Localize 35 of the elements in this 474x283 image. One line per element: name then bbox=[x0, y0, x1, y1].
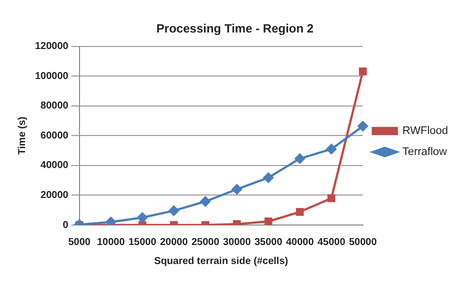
x-tick-label: 30000 bbox=[222, 236, 252, 248]
point bbox=[358, 67, 367, 76]
point bbox=[137, 212, 148, 223]
x-tick-label: 25000 bbox=[191, 236, 220, 248]
x-tick-label: 15000 bbox=[128, 236, 157, 248]
point bbox=[263, 172, 274, 183]
x-tick-label: 50000 bbox=[348, 236, 378, 248]
y-tick-label: 80000 bbox=[40, 100, 69, 112]
point bbox=[232, 184, 242, 194]
x-tick-label: 35000 bbox=[254, 236, 283, 248]
point bbox=[168, 206, 179, 216]
point bbox=[326, 144, 336, 154]
point bbox=[296, 208, 304, 216]
point bbox=[294, 154, 305, 164]
legend-label: Terraflow bbox=[402, 146, 448, 158]
point bbox=[264, 218, 272, 225]
y-tick-label: 100000 bbox=[34, 70, 69, 82]
y-tick-label: 120000 bbox=[34, 41, 69, 52]
chart-title: Processing Time - Region 2 bbox=[156, 22, 314, 36]
x-tick-label: 5000 bbox=[68, 236, 91, 248]
point bbox=[200, 196, 210, 207]
legend-label: RWFlood bbox=[402, 125, 448, 138]
x-tick-label: 45000 bbox=[317, 236, 346, 248]
x-tick-label: 10000 bbox=[96, 236, 126, 248]
y-tick-label: 40000 bbox=[40, 160, 69, 172]
y-tick-label: 0 bbox=[62, 220, 69, 231]
point bbox=[327, 194, 336, 202]
y-tick-label: 60000 bbox=[40, 130, 69, 142]
y-tick-label: 20000 bbox=[40, 190, 69, 201]
x-tick-label: 20000 bbox=[160, 236, 188, 248]
y-axis-title: Time (s) bbox=[16, 116, 28, 155]
x-tick-label: 40000 bbox=[286, 236, 314, 248]
x-axis-title: Squared terrain side (#cells) bbox=[154, 256, 288, 267]
point bbox=[106, 216, 116, 225]
point bbox=[358, 121, 368, 132]
